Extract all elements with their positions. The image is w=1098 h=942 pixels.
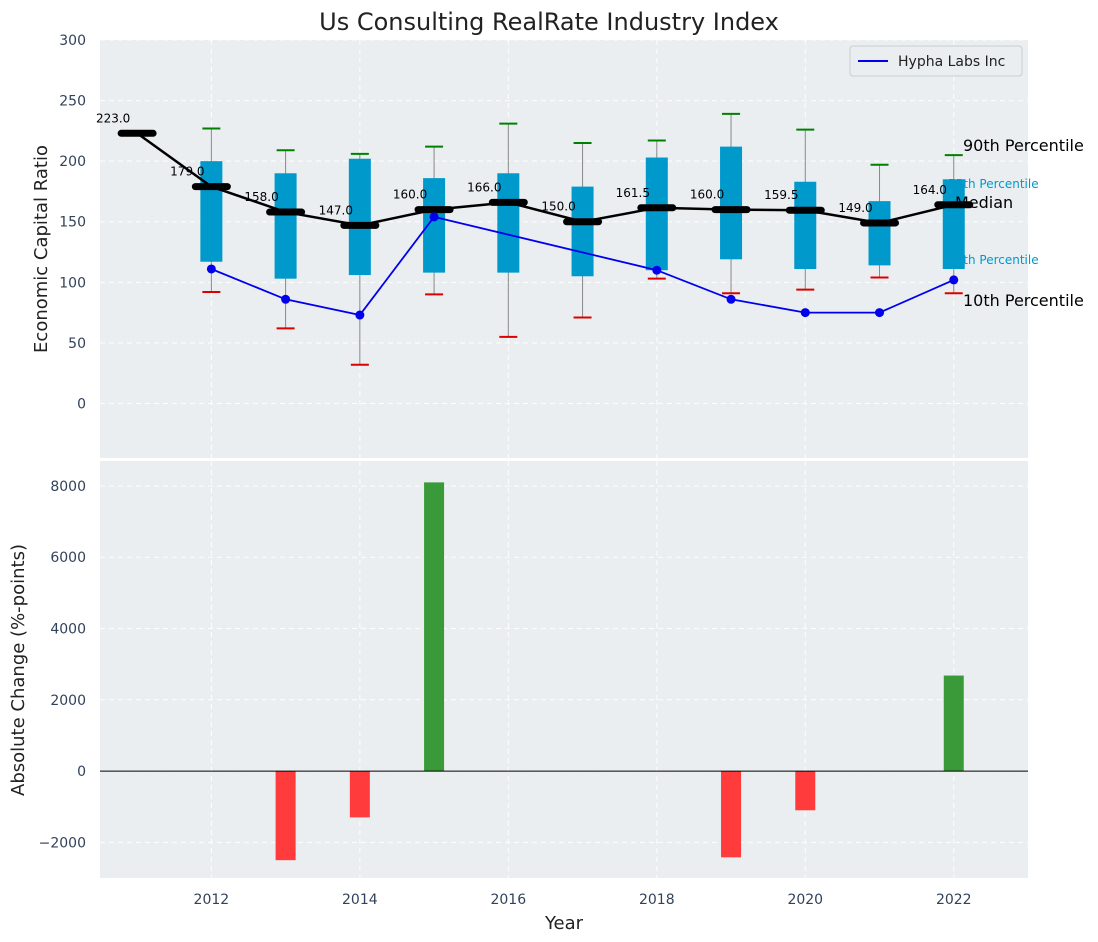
median-value-label: 158.0 (244, 190, 278, 204)
axis-ticks: 0 50 100 150 200 250 300 −2000 0 2000 4000 6000 8000… (39, 33, 972, 908)
median-value-label: 160.0 (393, 188, 427, 202)
negative-change-bar (721, 771, 742, 858)
median-value-label: 166.0 (467, 180, 501, 194)
company-point (281, 294, 291, 304)
bottom-panel-bg (100, 461, 1028, 878)
company-point (652, 265, 662, 275)
company-point (726, 294, 736, 304)
company-point (429, 212, 439, 222)
company-point (875, 308, 885, 318)
median-value-label: 160.0 (690, 188, 724, 202)
median-value-label: 179.0 (170, 165, 204, 179)
legend-label: Hypha Labs Inc (898, 54, 1005, 70)
iqr-box (794, 181, 817, 269)
iqr-box (274, 173, 297, 279)
negative-change-bar (795, 771, 816, 811)
bottom-grid (100, 461, 1028, 878)
side-label-p25: 25th Percentile (948, 253, 1039, 267)
chart-title: Us Consulting RealRate Industry Index (319, 8, 779, 36)
negative-change-bar (275, 771, 296, 861)
bottom-y-axis-label: Absolute Change (%-points) (8, 544, 29, 796)
iqr-box (720, 146, 743, 260)
bar-chart-layer (100, 482, 1028, 861)
top-y-tick-label: 300 (59, 33, 86, 49)
legend-box (849, 45, 1023, 77)
positive-change-bar (424, 482, 445, 772)
median-value-label: 150.0 (541, 200, 575, 214)
top-y-tick-label: 0 (77, 396, 86, 412)
side-label-p10: 10th Percentile (963, 291, 1084, 310)
side-label-median: Median (955, 193, 1013, 212)
median-value-label: 159.5 (764, 188, 798, 202)
bottom-y-tick-label: 0 (77, 764, 86, 780)
negative-change-bar (349, 771, 370, 818)
median-value-label: 164.0 (913, 183, 947, 197)
top-y-tick-label: 250 (59, 94, 86, 110)
side-label-p90: 90th Percentile (963, 136, 1084, 155)
x-tick-label: 2022 (936, 892, 972, 908)
iqr-box (348, 158, 371, 276)
legend: Hypha Labs Inc (849, 45, 1023, 77)
bottom-y-tick-label: 4000 (50, 622, 86, 638)
x-tick-label: 2018 (639, 892, 675, 908)
positive-change-bar (943, 675, 964, 772)
median-value-label: 149.0 (838, 201, 872, 215)
bottom-y-tick-label: 2000 (50, 693, 86, 709)
company-point (206, 264, 216, 274)
company-point (949, 275, 959, 285)
x-tick-label: 2016 (490, 892, 526, 908)
iqr-box (497, 173, 520, 273)
median-value-label: 161.5 (616, 186, 650, 200)
box-plot-layer: 223.0 179.0 158.0 147.0 160.0 166.0 150.0 161.5… (96, 111, 974, 366)
iqr-box (423, 178, 446, 273)
top-y-axis-label: Economic Capital Ratio (31, 145, 52, 353)
top-y-tick-label: 100 (59, 275, 86, 291)
x-tick-label: 2014 (342, 892, 378, 908)
company-point (355, 310, 365, 320)
x-axis-label: Year (544, 913, 584, 934)
side-label-p75: 75th Percentile (948, 177, 1039, 191)
iqr-box (868, 201, 891, 266)
median-value-label: 147.0 (319, 203, 353, 217)
company-point (800, 308, 810, 318)
x-tick-label: 2020 (787, 892, 823, 908)
top-y-tick-label: 50 (68, 336, 86, 352)
x-tick-label: 2012 (194, 892, 230, 908)
top-y-tick-label: 200 (59, 154, 86, 170)
median-value-label: 223.0 (96, 111, 130, 125)
top-y-tick-label: 150 (59, 215, 86, 231)
bottom-y-tick-label: 6000 (50, 550, 86, 566)
iqr-box (645, 157, 668, 271)
bottom-y-tick-label: 8000 (50, 479, 86, 495)
bottom-y-tick-label: −2000 (39, 835, 86, 851)
